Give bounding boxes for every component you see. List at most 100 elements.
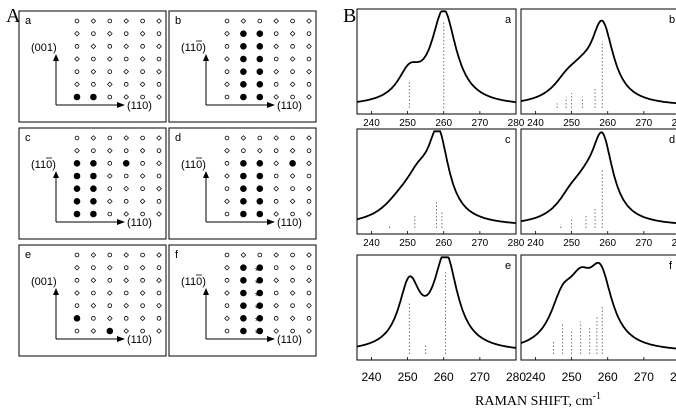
raman-x-axis: 240250260270280240250260270280 [361,370,676,384]
lattice-open-atom [123,148,129,153]
lattice-diamond-atom [139,315,146,322]
lattice-diamond-atom [123,211,129,217]
lattice-diamond-atom [273,302,279,309]
lattice-open-atom [91,82,96,87]
lattice-open-atom [224,252,230,258]
raman-panel-d: d 240 250 260 270 280 [520,128,676,249]
lattice-filled-atom [240,315,247,322]
lattice-open-atom [290,18,295,24]
lattice-open-atom [107,69,113,74]
lattice-open-atom [140,328,145,334]
raman-frame [356,128,517,235]
raman-panels: a 240 250 260 270 280 b 240 250 260 270 280 c 240 250 2… [356,8,676,361]
lattice-filled-atom [90,210,97,218]
lattice-open-atom [306,290,312,296]
x-tick-label: 260 [434,370,454,384]
lattice-diamond-atom [224,81,230,88]
lattice-x-arrowhead [267,219,275,225]
lattice-diamond-atom [224,290,230,296]
lattice-star-marker: * [255,291,260,303]
lattice-open-atom [273,316,279,321]
raman-panel-b: b 240 250 260 270 280 [520,8,676,129]
lattice-panel-label: e [25,249,31,261]
lattice-filled-atom [240,55,247,63]
lattice-open-atom [74,135,80,141]
raman-panel-f: f [520,254,676,361]
lattice-diamond-atom [273,43,279,50]
lattice-open-atom [257,18,263,24]
lattice-diamond-atom [306,43,312,50]
lattice-diamond-atom [156,252,162,258]
lattice-open-atom [224,18,230,24]
lattice-diamond-atom [306,135,312,141]
lattice-diamond-atom [289,81,296,88]
lattice-open-atom [91,56,96,62]
lattice-diamond-atom [123,94,129,100]
lattice-open-atom [290,69,295,74]
lattice-open-atom [290,252,295,258]
lattice-diamond-atom [306,211,312,217]
lattice-open-atom [74,18,80,24]
lattice-open-atom [91,316,96,321]
lattice-filled-atom [73,172,81,180]
lattice-diamond-atom [224,264,230,271]
lattice-open-atom [156,173,162,179]
lattice-open-atom [306,173,312,179]
raman-spectrum-line [356,10,517,104]
lattice-open-atom [224,303,230,308]
lattice-diamond-atom [273,135,279,141]
lattice-diamond-atom [90,252,97,258]
lattice-diamond-atom [156,135,162,141]
lattice-open-atom [224,94,230,100]
lattice-frame [18,10,167,123]
lattice-open-atom [290,186,295,191]
lattice-diamond-atom [139,173,146,179]
lattice-diamond-atom [240,18,247,24]
lattice-open-atom [156,56,162,62]
raman-tick-label: 240 [363,118,380,129]
lattice-open-atom [241,148,246,153]
raman-tick-label: 250 [399,238,416,249]
lattice-open-atom [107,211,113,217]
lattice-diamond-atom [224,198,230,205]
lattice-open-atom [273,148,279,153]
lattice-x-arrowhead [267,102,275,108]
lattice-panel-e: e (110) (001) [18,244,167,357]
lattice-frame [168,10,317,123]
lattice-diamond-atom [156,277,162,284]
lattice-open-atom [123,265,129,270]
x-tick-label: 240 [525,370,545,384]
lattice-filled-atom [240,43,247,50]
lattice-open-atom [140,161,145,166]
lattice-diamond-atom [123,277,129,284]
lattice-diamond-atom [90,68,97,75]
raman-tick-label: 240 [363,238,380,249]
lattice-open-atom [74,303,80,308]
raman-tick-label: 270 [472,118,489,129]
lattice-diamond-atom [107,173,113,179]
raman-frame [520,8,676,115]
lattice-diamond-atom [224,147,230,154]
lattice-diamond-atom [257,147,263,154]
lattice-open-atom [123,82,129,87]
lattice-y-axis-label: (001) [31,42,57,54]
lattice-panel-label: a [25,15,32,27]
lattice-panel-label: f [175,249,179,261]
lattice-filled-atom [73,93,81,101]
lattice-open-atom [273,265,279,270]
lattice-filled-atom [256,30,264,37]
lattice-open-atom [140,211,145,217]
lattice-star-marker: * [255,316,260,328]
lattice-diamond-atom [306,328,312,334]
lattice-diamond-atom [107,30,113,37]
raman-frame [520,128,676,235]
lattice-open-atom [273,290,279,296]
lattice-filled-atom [240,327,247,335]
lattice-diamond-atom [139,56,146,62]
raman-tick-label: 280 [672,118,676,129]
lattice-open-atom [257,135,263,141]
raman-panel-c: c 240 250 260 270 280 [356,128,525,249]
lattice-filled-atom [90,172,97,180]
lattice-filled-atom [90,185,97,192]
lattice-filled-atom [240,160,247,167]
